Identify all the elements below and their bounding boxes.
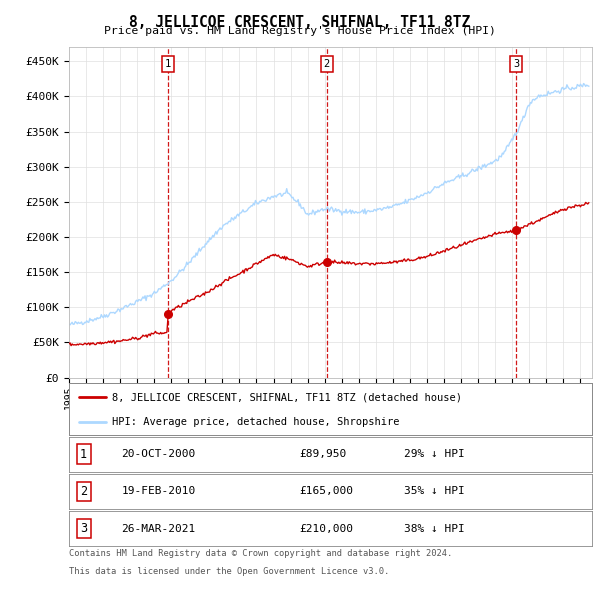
Text: 8, JELLICOE CRESCENT, SHIFNAL, TF11 8TZ (detached house): 8, JELLICOE CRESCENT, SHIFNAL, TF11 8TZ …	[112, 392, 462, 402]
Text: 35% ↓ HPI: 35% ↓ HPI	[404, 487, 464, 496]
Text: Contains HM Land Registry data © Crown copyright and database right 2024.: Contains HM Land Registry data © Crown c…	[69, 549, 452, 558]
Text: 3: 3	[80, 522, 87, 535]
Text: 19-FEB-2010: 19-FEB-2010	[121, 487, 196, 496]
Text: This data is licensed under the Open Government Licence v3.0.: This data is licensed under the Open Gov…	[69, 567, 389, 576]
Text: £89,950: £89,950	[299, 450, 346, 459]
Text: 29% ↓ HPI: 29% ↓ HPI	[404, 450, 464, 459]
Text: £165,000: £165,000	[299, 487, 353, 496]
Text: £210,000: £210,000	[299, 524, 353, 533]
Text: 1: 1	[80, 448, 87, 461]
Text: 3: 3	[513, 59, 519, 69]
Text: HPI: Average price, detached house, Shropshire: HPI: Average price, detached house, Shro…	[112, 417, 400, 427]
Text: 38% ↓ HPI: 38% ↓ HPI	[404, 524, 464, 533]
Text: 2: 2	[324, 59, 330, 69]
Text: 26-MAR-2021: 26-MAR-2021	[121, 524, 196, 533]
Text: 2: 2	[80, 485, 87, 498]
Text: Price paid vs. HM Land Registry's House Price Index (HPI): Price paid vs. HM Land Registry's House …	[104, 26, 496, 36]
Text: 20-OCT-2000: 20-OCT-2000	[121, 450, 196, 459]
Text: 1: 1	[165, 59, 171, 69]
Text: 8, JELLICOE CRESCENT, SHIFNAL, TF11 8TZ: 8, JELLICOE CRESCENT, SHIFNAL, TF11 8TZ	[130, 15, 470, 30]
